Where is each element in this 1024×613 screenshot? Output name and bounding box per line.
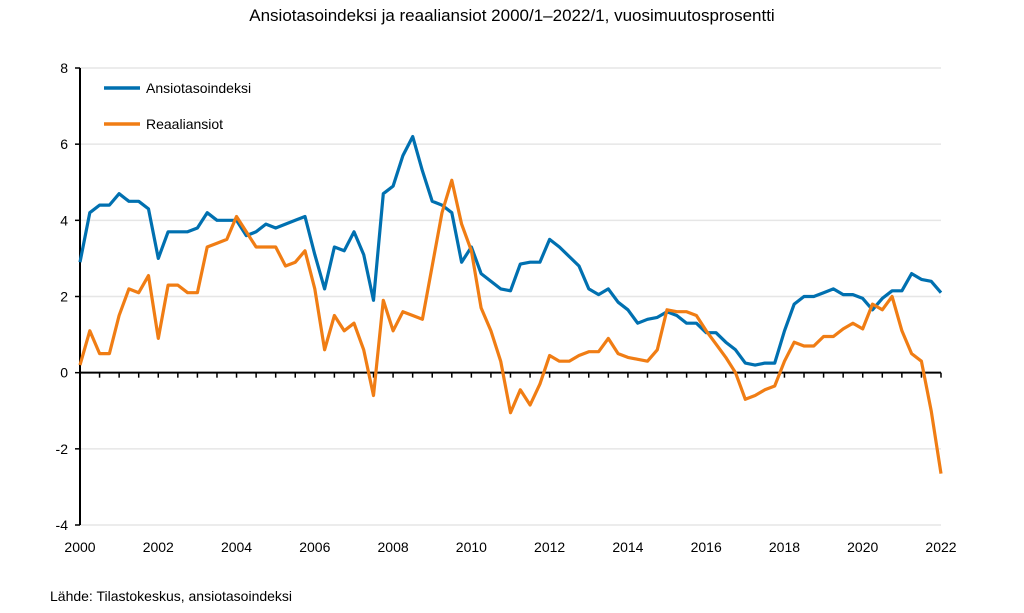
legend-label: Reaaliansiot <box>146 116 223 132</box>
x-tick-label: 2006 <box>299 539 330 555</box>
x-tick-label: 2008 <box>378 539 409 555</box>
y-tick-label: 2 <box>60 289 68 305</box>
x-tick-label: 2004 <box>221 539 252 555</box>
y-tick-label: 8 <box>60 60 68 76</box>
x-tick-label: 2020 <box>847 539 878 555</box>
x-tick-label: 2018 <box>769 539 800 555</box>
x-tick-label: 2022 <box>925 539 956 555</box>
series-line-ansiotasoindeksi <box>78 135 943 367</box>
legend-label: Ansiotasoindeksi <box>146 80 251 96</box>
chart-title: Ansiotasoindeksi ja reaaliansiot 2000/1–… <box>249 6 775 25</box>
x-tick-label: 2000 <box>64 539 95 555</box>
y-tick-label: 6 <box>60 136 68 152</box>
x-tick-label: 2012 <box>534 539 565 555</box>
x-tick-label: 2016 <box>691 539 722 555</box>
x-tick-label: 2010 <box>456 539 487 555</box>
x-tick-label: 2002 <box>143 539 174 555</box>
y-tick-label: -2 <box>56 441 69 457</box>
y-tick-label: 0 <box>60 365 68 381</box>
series-line-reaaliansiot <box>78 178 943 474</box>
y-tick-label: 4 <box>60 212 68 228</box>
y-tick-label: -4 <box>56 517 69 533</box>
source-note: Lähde: Tilastokeskus, ansiotasoindeksi <box>50 588 293 604</box>
x-tick-label: 2014 <box>612 539 643 555</box>
